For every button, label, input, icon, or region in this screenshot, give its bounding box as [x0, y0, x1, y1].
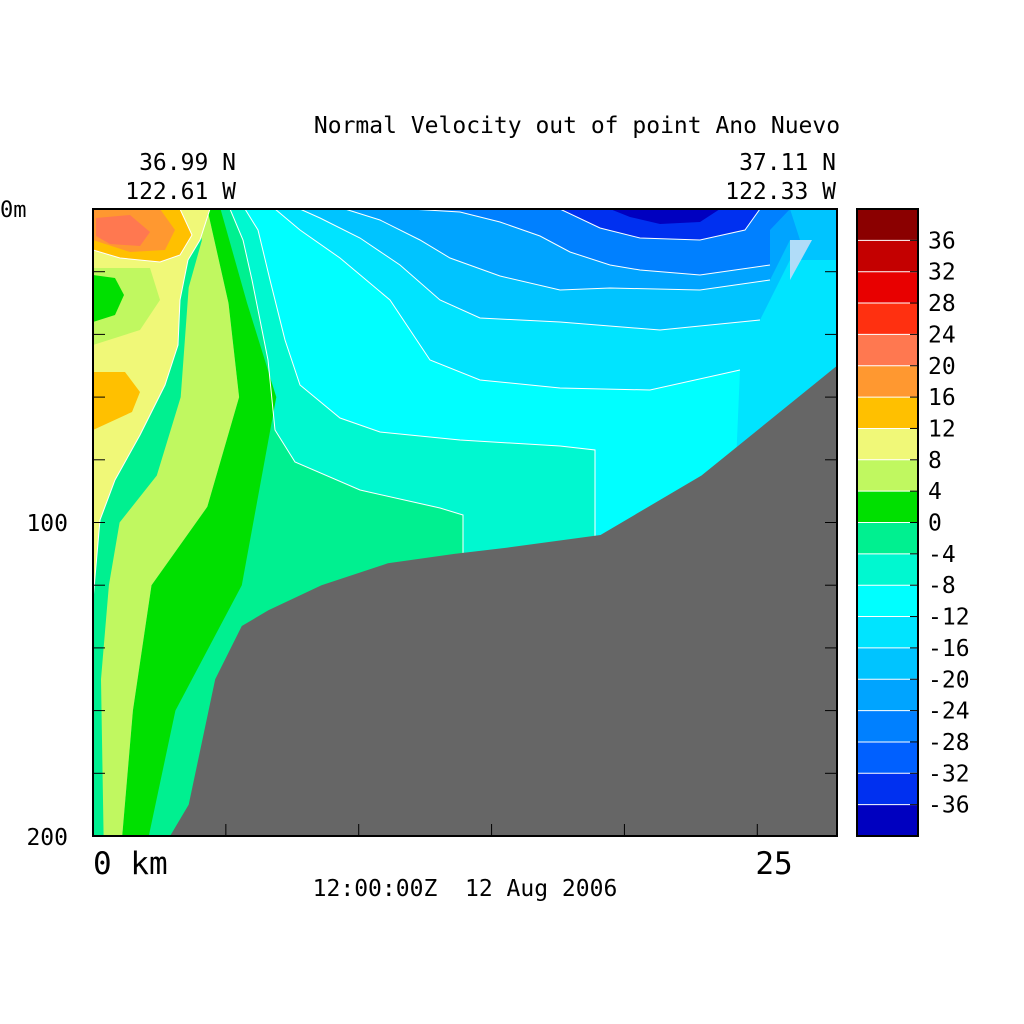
- colorbar-swatch: [857, 303, 918, 335]
- colorbar-label: 32: [928, 260, 956, 286]
- plot-area: [92, 208, 838, 837]
- y-tick-label-200: 200: [26, 825, 68, 851]
- contour-line: [229, 209, 464, 836]
- contour-line: [274, 209, 741, 391]
- y-tick-label-0m: 0m: [0, 198, 27, 223]
- colorbar: 36 32 28 24 20 16 12 8 4 0 -4 -8 -12 -16 -20 -24 -28 -32 -…: [857, 209, 970, 837]
- colorbar-label: 20: [928, 354, 956, 380]
- contour-line: [93, 209, 193, 263]
- colorbar-swatch: [857, 585, 918, 618]
- colorbar-swatch: [857, 459, 918, 492]
- colorbar-label: 0: [928, 511, 942, 537]
- contour-lines: [93, 209, 771, 836]
- colorbar-swatch: [857, 804, 918, 837]
- timestamp: 12:00:00Z 12 Aug 2006: [313, 876, 618, 902]
- colorbar-label: -12: [928, 605, 970, 631]
- colorbar-label: -16: [928, 636, 970, 662]
- colorbar-swatch: [857, 710, 918, 743]
- band-minus-20-near-shelf: [790, 209, 837, 240]
- band-0-to-4: [122, 209, 277, 836]
- colorbar-swatch: [857, 647, 918, 680]
- colorbar-label: -36: [928, 793, 970, 819]
- left-endpoint-lon: 122.61 W: [125, 179, 236, 205]
- colorbar-label: 8: [928, 448, 942, 474]
- colorbar-label: -4: [928, 542, 956, 568]
- colorbar-swatch: [857, 365, 918, 398]
- colorbar-swatch: [857, 741, 918, 774]
- colorbar-swatch: [857, 522, 918, 555]
- colorbar-swatch: [857, 428, 918, 461]
- colorbar-swatch: [857, 491, 918, 523]
- colorbar-label: 4: [928, 479, 942, 505]
- colorbar-swatch: [857, 271, 918, 304]
- colorbar-swatch: [857, 397, 918, 429]
- colorbar-label: 24: [928, 322, 956, 348]
- colorbar-label: 28: [928, 291, 956, 317]
- axis-ticks: [92, 208, 837, 837]
- contour-line: [299, 209, 761, 331]
- colorbar-swatch: [857, 773, 918, 806]
- contour-line: [244, 209, 596, 836]
- contour-line: [409, 209, 771, 276]
- colorbar-label: -8: [928, 573, 956, 599]
- colorbar-label: -20: [928, 667, 970, 693]
- colorbar-frame: [856, 208, 919, 837]
- colorbar-swatch: [857, 209, 918, 241]
- contour-line: [559, 209, 761, 241]
- left-endpoint-lat: 36.99 N: [139, 150, 236, 176]
- x-tick-label-25: 25: [755, 846, 792, 882]
- band-20-to-24-top: [96, 215, 150, 246]
- colorbar-swatch: [857, 616, 918, 649]
- x-tick-label-0-km: 0 km: [93, 846, 168, 882]
- contour-line: [93, 209, 211, 601]
- colorbar-label: -32: [928, 761, 970, 787]
- band-minus-36-to-minus-32: [610, 209, 720, 224]
- band-minus-32-to-minus-28: [560, 209, 760, 240]
- y-tick-label-100: 100: [26, 511, 68, 537]
- colorbar-swatch: [857, 334, 918, 367]
- band-0-to-4-pocket: [93, 275, 124, 322]
- right-endpoint-lat: 37.11 N: [739, 150, 836, 176]
- bathymetry-landmass: [170, 365, 837, 836]
- colorbar-swatch: [857, 553, 918, 586]
- colorbar-label: -28: [928, 730, 970, 756]
- colorbar-label: 12: [928, 416, 956, 442]
- band-light-near-shelf: [790, 240, 812, 280]
- band-12-to-16-pocket: [93, 372, 140, 430]
- colorbar-label: -24: [928, 699, 970, 725]
- colorbar-swatch: [857, 679, 918, 712]
- colorbar-swatch: [857, 240, 918, 273]
- right-endpoint-lon: 122.33 W: [725, 179, 836, 205]
- chart-title: Normal Velocity out of point Ano Nuevo: [314, 113, 840, 139]
- colorbar-label: 36: [928, 228, 956, 254]
- band-4-to-8: [101, 209, 240, 836]
- colorbar-label: 16: [928, 385, 956, 411]
- contour-line: [344, 209, 771, 291]
- band-minus-16-to-minus-12: [258, 209, 837, 836]
